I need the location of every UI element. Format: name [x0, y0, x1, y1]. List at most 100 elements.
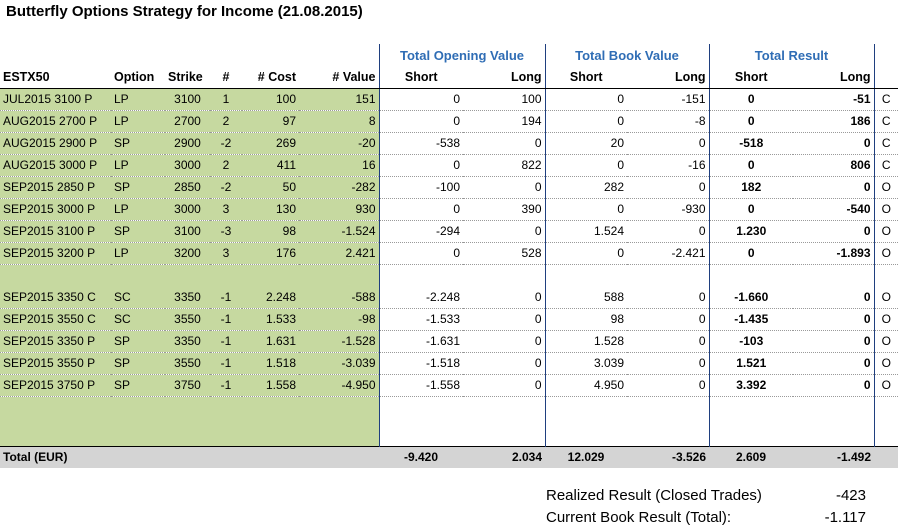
cell-book-long: -16 [627, 154, 709, 177]
cell-book-short: 1.528 [544, 330, 627, 353]
cell-opening-short: -2.248 [378, 286, 463, 309]
cell-cost: 97 [242, 110, 299, 133]
cell-opening-long: 822 [463, 154, 545, 177]
cell-opening-long: 528 [463, 242, 545, 265]
cell-opening-long: 0 [463, 352, 545, 375]
cell-result-short: 0 [708, 110, 793, 133]
cell-strike: 2850 [165, 176, 210, 199]
cell-book-long: 0 [627, 132, 709, 155]
cell-book-long: 0 [627, 352, 709, 375]
cell-value: -4.950 [299, 374, 379, 397]
cell-opening-long: 0 [463, 176, 545, 199]
cell-value: -1.524 [299, 220, 379, 243]
cell-result-short: 0 [708, 88, 793, 111]
cell-opening-long: 0 [463, 286, 545, 309]
cell-status: O [873, 198, 898, 221]
cell-count: -2 [210, 132, 242, 155]
cell-result-short: 1.230 [708, 220, 793, 243]
cell-value: 16 [299, 154, 379, 177]
cell-book-short: 0 [544, 198, 627, 221]
cell-value: 8 [299, 110, 379, 133]
cell-result-short: 0 [708, 198, 793, 221]
header-count: # [210, 66, 242, 89]
table-row: SEP2015 3350 C SC 3350 -1 2.248 -588 -2.248 0 58… [0, 286, 898, 309]
cell-opening-short: -1.533 [378, 308, 463, 331]
table-row: SEP2015 2850 P SP 2850 -2 50 -282 -100 0 282 0 182… [0, 176, 898, 199]
header-instrument: ESTX50 [0, 66, 111, 89]
cell-book-long: 0 [627, 286, 709, 309]
table-row: SEP2015 3350 P SP 3350 -1 1.631 -1.528 -1.631 0… [0, 330, 898, 353]
total-label: Total (EUR) [0, 445, 379, 468]
cell-result-long: 0 [793, 132, 874, 155]
cell-opening-short: 0 [378, 110, 463, 133]
total-book-long: -3.526 [627, 445, 709, 468]
cell-option: LP [111, 154, 165, 177]
cell-instrument: SEP2015 3000 P [0, 198, 111, 221]
cell-status: O [873, 330, 898, 353]
cell-status: C [873, 88, 898, 111]
cell-value: 930 [299, 198, 379, 221]
current-book-result-label: Current Book Result (Total): [546, 509, 732, 526]
cell-result-long: 0 [793, 352, 874, 375]
cell-cost: 411 [242, 154, 299, 177]
header-strike: Strike [165, 66, 210, 89]
cell-count: -2 [210, 176, 242, 199]
cell-strike: 3350 [165, 330, 210, 353]
cell-result-long: 806 [793, 154, 874, 177]
cell-instrument: SEP2015 3350 P [0, 330, 111, 353]
cell-result-short: 1.521 [708, 352, 793, 375]
total-book-short: 12.029 [545, 445, 627, 468]
cell-opening-long: 0 [463, 374, 545, 397]
cell-value: 151 [299, 88, 379, 111]
cell-instrument: SEP2015 3550 P [0, 352, 111, 375]
group-book-value: Total Book Value [544, 44, 709, 66]
cell-strike: 3750 [165, 374, 210, 397]
cell-result-short: -1.435 [708, 308, 793, 331]
cell-book-short: 588 [544, 286, 627, 309]
cell-count: 2 [210, 110, 242, 133]
cell-status: O [873, 286, 898, 309]
header-cost: # Cost [242, 66, 299, 89]
cell-count: -1 [210, 330, 242, 353]
result-summary: Realized Result (Closed Trades) -423 Cur… [546, 485, 866, 529]
cell-option: SC [111, 308, 165, 331]
cell-opening-short: 0 [378, 198, 463, 221]
column-header-row: ESTX50 Option Strike # # Cost # Value Sh… [0, 66, 898, 89]
cell-opening-long: 0 [463, 220, 545, 243]
cell-book-long: -8 [627, 110, 709, 133]
current-book-result-value: -1.117 [824, 509, 866, 526]
header-opening-short: Short [378, 66, 463, 89]
cell-strike: 3000 [165, 154, 210, 177]
cell-count: 3 [210, 198, 242, 221]
cell-book-short: 0 [544, 154, 627, 177]
cell-value: -98 [299, 308, 379, 331]
cell-value: -20 [299, 132, 379, 155]
cell-opening-long: 0 [463, 132, 545, 155]
cell-option: SP [111, 176, 165, 199]
cell-book-short: 0 [544, 242, 627, 265]
cell-result-long: -1.893 [793, 242, 874, 265]
cell-book-short: 4.950 [544, 374, 627, 397]
cell-opening-long: 100 [463, 88, 545, 111]
cell-status: C [873, 154, 898, 177]
cell-option: LP [111, 242, 165, 265]
header-result-long: Long [793, 66, 874, 89]
total-opening-short: -9.420 [379, 445, 463, 468]
cell-instrument: JUL2015 3100 P [0, 88, 111, 111]
cell-result-short: -518 [708, 132, 793, 155]
cell-option: SP [111, 220, 165, 243]
cell-book-long: 0 [627, 308, 709, 331]
header-book-short: Short [544, 66, 627, 89]
cell-opening-long: 0 [463, 330, 545, 353]
cell-opening-short: 0 [378, 88, 463, 111]
cell-value: -588 [299, 286, 379, 309]
cell-instrument: AUG2015 3000 P [0, 154, 111, 177]
cell-book-long: 0 [627, 176, 709, 199]
cell-strike: 2900 [165, 132, 210, 155]
cell-result-long: -540 [793, 198, 874, 221]
cell-result-short: 182 [708, 176, 793, 199]
cell-status: O [873, 176, 898, 199]
cell-opening-short: -294 [378, 220, 463, 243]
header-value: # Value [299, 66, 379, 89]
blank-row [0, 264, 898, 286]
